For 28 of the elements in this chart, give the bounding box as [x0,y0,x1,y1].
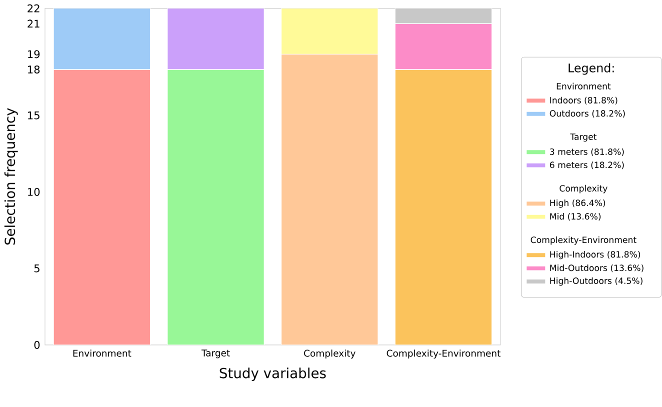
legend-label: High-Outdoors (4.5%) [550,277,642,286]
legend-title: Legend: [568,63,614,75]
legend-label: Outdoors (18.2%) [550,110,625,118]
legend-label: Indoors (81.8%) [550,96,618,105]
category-label: Complexity [560,184,608,194]
legend-label: Mid (13.6%) [550,213,601,221]
y-tick-label: 15 [28,112,40,120]
category-label: Target [570,134,597,142]
y-tick-label: 5 [34,264,40,272]
y-axis-title: Selection frequency [4,108,18,245]
x-tick-label: Complexity [304,350,356,359]
x-axis-title: Study variables [220,368,326,382]
legend-label: 6 meters (18.2%) [550,162,624,170]
category-label: Environment [556,82,611,90]
y-tick-label: 10 [28,188,40,196]
legend-label: High-Indoors (81.8%) [550,250,640,260]
legend-label: Mid-Outdoors (13.6%) [550,264,644,272]
category-label: Complexity-Environment [530,236,636,245]
legend-label: 3 meters (81.8%) [550,148,624,156]
y-tick-label: 19 [28,50,40,58]
y-tick-label: 21 [28,20,40,28]
x-tick-label: Environment [73,350,132,357]
y-tick-label: 0 [34,340,40,349]
legend-label: High (86.4%) [550,200,606,208]
x-tick-label: Target [201,350,230,358]
y-tick-label: 22 [28,4,40,12]
y-tick-label: 18 [28,66,40,74]
x-tick-label: Complexity-Environment [386,350,500,359]
